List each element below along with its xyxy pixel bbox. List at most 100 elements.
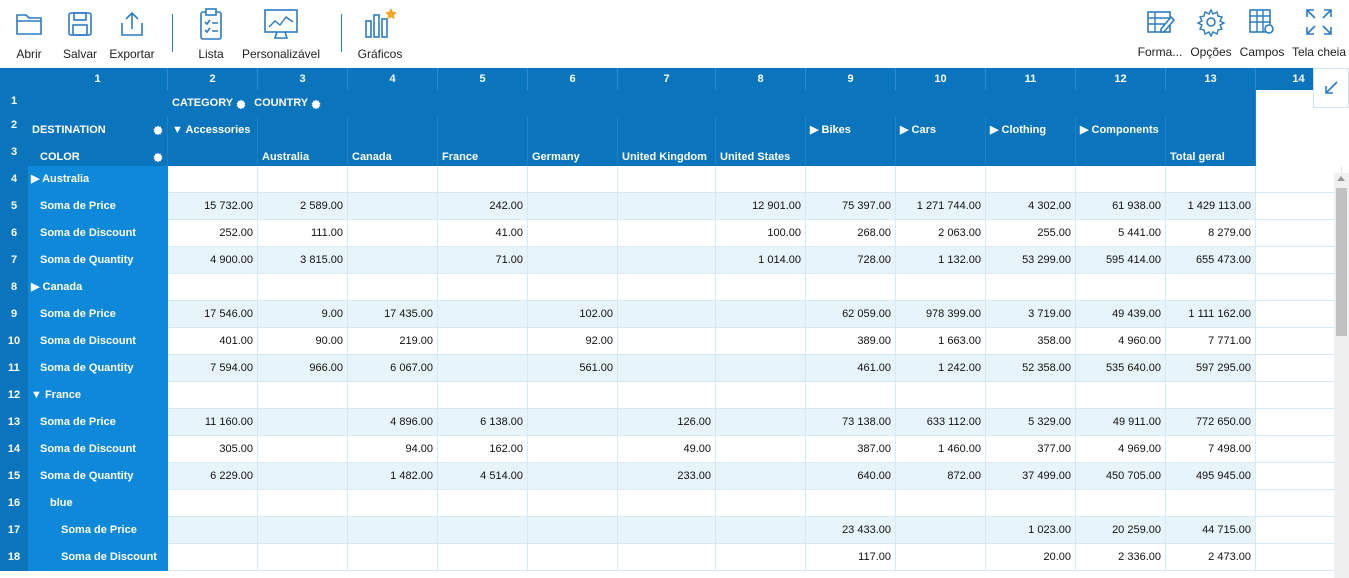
- row-header-measure[interactable]: Soma de Price: [28, 301, 168, 328]
- column-group-header[interactable]: ▶ Cars: [896, 117, 986, 144]
- column-member-header[interactable]: United Kingdom: [618, 144, 716, 170]
- column-member-header: [806, 144, 896, 170]
- lista-button[interactable]: Lista: [171, 6, 251, 61]
- column-member-header[interactable]: Total geral: [1166, 144, 1256, 170]
- data-cell: 2 589.00: [258, 193, 348, 220]
- opções-button[interactable]: Opções: [1171, 4, 1251, 59]
- row-number[interactable]: 2: [0, 112, 28, 139]
- row-number[interactable]: 1: [0, 90, 28, 112]
- scroll-up-icon[interactable]: [1337, 176, 1345, 181]
- data-cell: [528, 517, 618, 544]
- column-header[interactable]: 4: [348, 68, 438, 90]
- row-number[interactable]: 3: [0, 139, 28, 166]
- row-header-measure[interactable]: Soma de Quantity: [28, 463, 168, 490]
- row-header-submeasure[interactable]: Soma de Price: [28, 517, 168, 544]
- data-cell: [618, 274, 716, 301]
- row-number[interactable]: 15: [0, 463, 28, 490]
- row-header-sub[interactable]: blue: [28, 490, 168, 517]
- data-cell: [438, 490, 528, 517]
- data-cell: 3 719.00: [986, 301, 1076, 328]
- row-number[interactable]: 5: [0, 193, 28, 220]
- data-cell: 23 433.00: [806, 517, 896, 544]
- row-number[interactable]: 9: [0, 301, 28, 328]
- row-number[interactable]: 4: [0, 166, 28, 193]
- column-header[interactable]: 1: [28, 68, 168, 90]
- row-number[interactable]: 16: [0, 490, 28, 517]
- data-cell: [716, 274, 806, 301]
- column-header[interactable]: 9: [806, 68, 896, 90]
- column-member-header[interactable]: United States: [716, 144, 806, 170]
- column-header[interactable]: 10: [896, 68, 986, 90]
- personalizável-button[interactable]: Personalizável: [241, 6, 321, 61]
- column-group-header[interactable]: ▼ Accessories: [168, 117, 258, 144]
- data-cell: [348, 274, 438, 301]
- row-number[interactable]: 11: [0, 355, 28, 382]
- column-header[interactable]: 3: [258, 68, 348, 90]
- forma--button[interactable]: Forma...: [1120, 4, 1200, 59]
- column-header[interactable]: 8: [716, 68, 806, 90]
- data-cell: [438, 301, 528, 328]
- data-cell: [258, 274, 348, 301]
- row-header-submeasure[interactable]: Soma de Discount: [28, 544, 168, 571]
- tela-cheia-button[interactable]: Tela cheia: [1279, 4, 1349, 59]
- column-group-header[interactable]: ▶ Clothing: [986, 117, 1076, 144]
- gráficos-button[interactable]: Gráficos: [340, 6, 420, 61]
- column-header[interactable]: 11: [986, 68, 1076, 90]
- column-member-header[interactable]: France: [438, 144, 528, 170]
- row-number[interactable]: 6: [0, 220, 28, 247]
- column-header[interactable]: 2: [168, 68, 258, 90]
- row-number[interactable]: 17: [0, 517, 28, 544]
- campos-button[interactable]: Campos: [1222, 4, 1302, 59]
- row-header-measure[interactable]: Soma de Quantity: [28, 247, 168, 274]
- data-cell: [806, 490, 896, 517]
- row-header-measure[interactable]: Soma de Price: [28, 193, 168, 220]
- data-cell-empty: [1256, 463, 1342, 490]
- column-header[interactable]: 13: [1166, 68, 1256, 90]
- column-member-header[interactable]: Canada: [348, 144, 438, 170]
- data-cell: 17 435.00: [348, 301, 438, 328]
- row-number[interactable]: 18: [0, 544, 28, 571]
- category-filter[interactable]: CATEGORY: [172, 97, 234, 109]
- data-cell: [896, 490, 986, 517]
- row-header-measure[interactable]: Soma de Discount: [28, 328, 168, 355]
- color-header[interactable]: COLOR: [28, 144, 168, 170]
- row-number[interactable]: 12: [0, 382, 28, 409]
- row-header-measure[interactable]: Soma de Discount: [28, 220, 168, 247]
- row-number[interactable]: 8: [0, 274, 28, 301]
- row-number[interactable]: 13: [0, 409, 28, 436]
- column-group-header: [716, 117, 806, 144]
- row-number[interactable]: 10: [0, 328, 28, 355]
- abrir-button[interactable]: Abrir: [0, 6, 69, 61]
- column-header[interactable]: 12: [1076, 68, 1166, 90]
- column-group-header[interactable]: ▶ Bikes: [806, 117, 896, 144]
- country-filter[interactable]: COUNTRY: [254, 97, 309, 109]
- data-cell: 73 138.00: [806, 409, 896, 436]
- column-header[interactable]: 5: [438, 68, 528, 90]
- gear-icon[interactable]: [150, 152, 163, 163]
- row-header-group[interactable]: ▶ Canada: [28, 274, 168, 301]
- exportar-button[interactable]: Exportar: [92, 6, 172, 61]
- data-cell: 1 460.00: [896, 436, 986, 463]
- data-cell: [348, 247, 438, 274]
- row-number[interactable]: 14: [0, 436, 28, 463]
- row-header-measure[interactable]: Soma de Price: [28, 409, 168, 436]
- column-header[interactable]: 7: [618, 68, 716, 90]
- column-header[interactable]: 6: [528, 68, 618, 90]
- row-header-measure[interactable]: Soma de Quantity: [28, 355, 168, 382]
- row-header-group[interactable]: ▼ France: [28, 382, 168, 409]
- row-header-measure[interactable]: Soma de Discount: [28, 436, 168, 463]
- row-number[interactable]: 7: [0, 247, 28, 274]
- data-cell: 495 945.00: [1166, 463, 1256, 490]
- scrollbar-thumb[interactable]: [1336, 188, 1347, 336]
- data-cell: 561.00: [528, 355, 618, 382]
- column-group-header[interactable]: ▶ Components: [1076, 117, 1166, 144]
- collapse-button[interactable]: [1313, 68, 1349, 108]
- column-member-header[interactable]: Germany: [528, 144, 618, 170]
- data-cell: [168, 490, 258, 517]
- salvar-button[interactable]: Salvar: [40, 6, 120, 61]
- column-member-header[interactable]: Australia: [258, 144, 348, 170]
- row-header-group[interactable]: ▶ Australia: [28, 166, 168, 193]
- toolbar-button-label: Gráficos: [357, 47, 403, 61]
- gear-icon[interactable]: [150, 125, 163, 136]
- destination-header[interactable]: DESTINATION: [28, 117, 168, 144]
